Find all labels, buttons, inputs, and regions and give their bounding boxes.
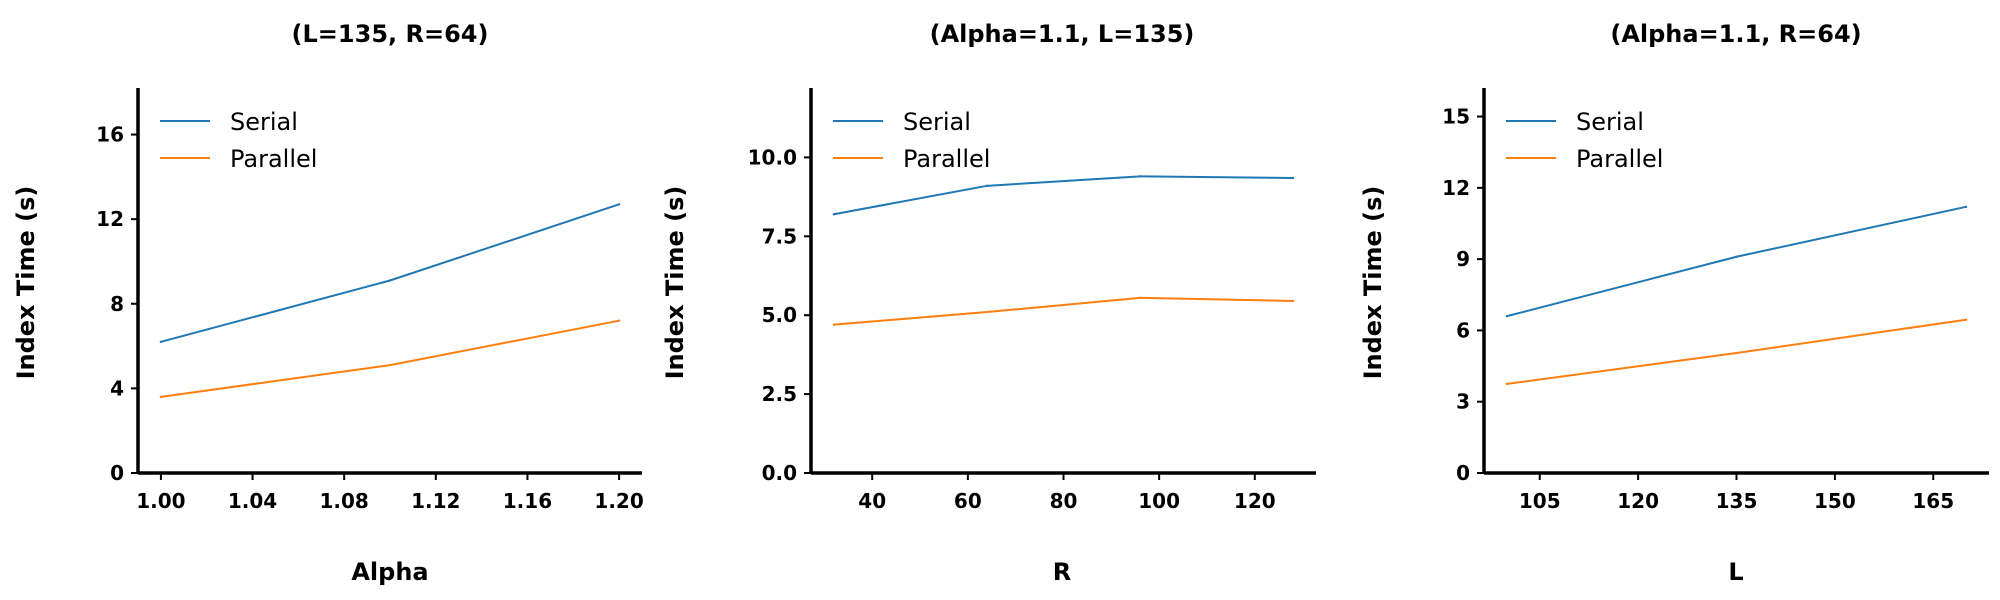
data-point-serial xyxy=(159,340,163,344)
x-tick-label: 60 xyxy=(954,489,982,513)
y-tick-label: 12 xyxy=(1442,176,1470,200)
x-tick-label: 1.08 xyxy=(320,489,369,513)
data-point-parallel xyxy=(1735,351,1738,355)
y-axis-label: Index Time (s) xyxy=(12,186,40,380)
x-axis-label: L xyxy=(1728,558,1743,586)
y-tick-label: 0.0 xyxy=(762,461,797,485)
x-tick-label: 100 xyxy=(1138,489,1180,513)
series-line-serial xyxy=(160,203,620,343)
y-axis-label: Index Time (s) xyxy=(1359,186,1387,380)
y-tick-label: 6 xyxy=(1456,318,1470,342)
y-tick-label: 7.5 xyxy=(762,224,797,248)
data-point-serial xyxy=(985,184,989,188)
series-line-parallel xyxy=(160,319,620,398)
data-point-serial xyxy=(832,213,836,216)
data-point-serial xyxy=(1138,175,1142,178)
y-tick-label: 16 xyxy=(96,123,124,147)
data-point-parallel xyxy=(832,323,836,326)
x-tick-label: 1.04 xyxy=(228,489,277,513)
chart-title: (Alpha=1.1, L=135) xyxy=(930,20,1195,48)
data-point-parallel xyxy=(1138,296,1142,300)
legend-label-serial: Serial xyxy=(1576,108,1644,136)
y-tick-label: 0 xyxy=(1456,461,1470,485)
y-tick-label: 15 xyxy=(1442,105,1470,129)
x-tick-label: 120 xyxy=(1234,489,1276,513)
x-tick-label: 80 xyxy=(1050,489,1078,513)
y-tick-label: 8 xyxy=(110,292,124,316)
chart-panel-2: (Alpha=1.1, L=135) 0.0 2.5 5.0 7.5 10.0 40 60 80… xyxy=(661,20,1316,586)
x-axis-label: Alpha xyxy=(351,558,428,586)
legend-label-parallel: Parallel xyxy=(1576,145,1663,173)
data-point-parallel xyxy=(1505,382,1509,386)
chart-panel-1: (L=135, R=64) 0 4 8 12 16 1.00 1.04 1.08 1.12 1.16… xyxy=(12,20,644,586)
data-point-serial xyxy=(388,279,392,282)
y-tick-label: 5.0 xyxy=(762,303,797,327)
chart-title: (Alpha=1.1, R=64) xyxy=(1610,20,1861,48)
data-point-parallel xyxy=(617,319,621,322)
y-tick-label: 4 xyxy=(110,376,124,400)
data-point-serial xyxy=(1735,255,1738,258)
x-tick-label: 1.12 xyxy=(411,489,460,513)
data-point-parallel xyxy=(159,395,163,399)
chart-title: (L=135, R=64) xyxy=(292,20,489,48)
x-axis-label: R xyxy=(1053,558,1071,586)
chart-panel-3: (Alpha=1.1, R=64) 0 3 6 9 12 15 105 120 135 150 165… xyxy=(1359,20,1989,586)
x-tick-label: 1.16 xyxy=(503,489,552,513)
y-tick-label: 3 xyxy=(1456,390,1470,414)
x-tick-label: 1.00 xyxy=(136,489,185,513)
y-tick-label: 9 xyxy=(1456,247,1470,271)
legend-label-parallel: Parallel xyxy=(903,145,990,173)
data-point-parallel xyxy=(1291,299,1295,303)
x-tick-label: 120 xyxy=(1617,489,1659,513)
y-tick-label: 10.0 xyxy=(748,145,797,169)
data-point-parallel xyxy=(985,310,989,314)
data-point-parallel xyxy=(1964,318,1968,321)
x-tick-label: 105 xyxy=(1519,489,1561,513)
x-tick-label: 135 xyxy=(1716,489,1758,513)
series-line-serial xyxy=(1506,205,1967,318)
data-point-serial xyxy=(617,203,621,206)
x-tick-label: 165 xyxy=(1912,489,1954,513)
series-line-parallel xyxy=(833,296,1294,326)
y-tick-label: 2.5 xyxy=(762,382,797,406)
data-point-serial xyxy=(1291,176,1295,180)
data-point-parallel xyxy=(388,363,392,367)
x-tick-label: 1.20 xyxy=(594,489,643,513)
legend-label-parallel: Parallel xyxy=(230,145,317,173)
x-tick-label: 150 xyxy=(1814,489,1856,513)
y-tick-label: 0 xyxy=(110,461,124,485)
legend-label-serial: Serial xyxy=(903,108,971,136)
series-line-serial xyxy=(833,175,1294,216)
x-tick-label: 40 xyxy=(858,489,886,513)
data-point-serial xyxy=(1505,314,1509,318)
data-point-serial xyxy=(1964,205,1968,209)
y-axis-label: Index Time (s) xyxy=(661,186,689,380)
y-tick-label: 12 xyxy=(96,207,124,231)
legend-label-serial: Serial xyxy=(230,108,298,136)
